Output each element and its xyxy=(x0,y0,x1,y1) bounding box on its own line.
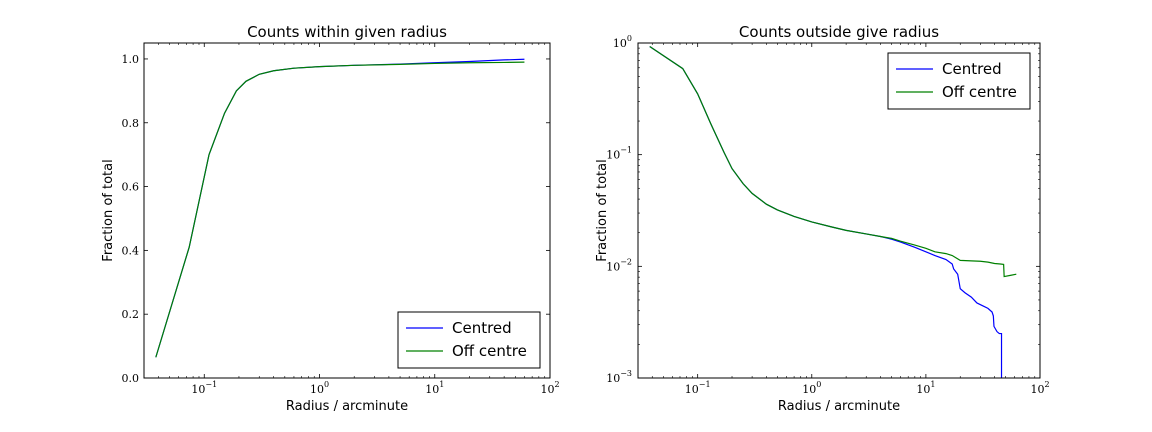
y-tick-label-exponent: 0 xyxy=(627,34,632,43)
x-tick-label: 102 xyxy=(540,380,559,396)
left-chart: Counts within given radius Radius / arcmi… xyxy=(101,23,560,414)
y-tick-label: 10−2 xyxy=(606,257,632,273)
y-tick-label: 0.4 xyxy=(122,244,140,257)
legend-box xyxy=(397,311,541,369)
x-axis-label: Radius / arcminute xyxy=(778,399,900,414)
x-tick-label: 101 xyxy=(425,380,444,396)
x-axis-label: Radius / arcminute xyxy=(286,399,408,414)
y-tick-label: 1.0 xyxy=(122,53,140,66)
y-tick-label-base: 10 xyxy=(606,149,620,162)
x-tick-label-exponent: 2 xyxy=(554,380,559,389)
x-tick-label: 100 xyxy=(310,380,329,396)
y-tick-label: 100 xyxy=(613,34,632,50)
y-tick-label: 0.8 xyxy=(122,117,140,130)
chart-title: Counts outside give radius xyxy=(739,23,939,41)
legend-box xyxy=(887,52,1031,110)
series-line-off-centre xyxy=(155,61,525,358)
x-tick-label-exponent: 2 xyxy=(1044,380,1049,389)
y-tick-label-exponent: −3 xyxy=(620,369,632,378)
legend-label: Off centre xyxy=(452,342,527,360)
y-tick-label-base: 10 xyxy=(606,260,620,273)
x-tick-label-base: 10 xyxy=(1030,383,1044,396)
y-axis-label: Fraction of total xyxy=(595,159,610,261)
x-tick-label: 100 xyxy=(802,380,821,396)
y-axis-label: Fraction of total xyxy=(101,159,116,261)
x-tick-label-base: 10 xyxy=(916,383,930,396)
plot-frame xyxy=(637,42,1041,379)
x-tick-label: 101 xyxy=(916,380,935,396)
legend-label: Centred xyxy=(942,60,1002,78)
legend: Centred Off centre xyxy=(397,311,541,369)
x-tick-label-base: 10 xyxy=(425,383,439,396)
legend: Centred Off centre xyxy=(887,52,1031,110)
y-tick-label: 10−3 xyxy=(606,369,632,385)
legend-label: Off centre xyxy=(942,83,1017,101)
y-tick-label-exponent: −2 xyxy=(620,257,632,266)
x-tick-label: 10−1 xyxy=(191,380,217,396)
y-tick-label: 0.6 xyxy=(122,181,140,194)
chart-title: Counts within given radius xyxy=(247,23,447,41)
x-tick-label-exponent: 1 xyxy=(930,380,935,389)
x-tick-label-exponent: −1 xyxy=(699,380,711,389)
x-tick-label-exponent: −1 xyxy=(205,380,217,389)
y-tick-label: 10−1 xyxy=(606,146,632,162)
x-tick-label-base: 10 xyxy=(540,383,554,396)
right-chart: Counts outside give radius Radius / arcmi… xyxy=(595,23,1050,414)
y-tick-label-base: 10 xyxy=(613,37,627,50)
y-tick-label-base: 10 xyxy=(606,372,620,385)
x-tick-label-base: 10 xyxy=(802,383,816,396)
series-line-off-centre xyxy=(649,46,1017,278)
plot-frame xyxy=(143,42,551,379)
x-tick-label-exponent: 1 xyxy=(439,380,444,389)
legend-label: Centred xyxy=(452,319,512,337)
x-tick-label-base: 10 xyxy=(191,383,205,396)
x-tick-label-exponent: 0 xyxy=(324,380,329,389)
x-tick-label-exponent: 0 xyxy=(816,380,821,389)
x-tick-label-base: 10 xyxy=(685,383,699,396)
y-tick-label: 0.0 xyxy=(122,372,140,385)
x-tick-label: 102 xyxy=(1030,380,1049,396)
x-tick-label-base: 10 xyxy=(310,383,324,396)
x-tick-label: 10−1 xyxy=(685,380,711,396)
y-tick-label: 0.2 xyxy=(122,308,140,321)
y-tick-label-exponent: −1 xyxy=(620,146,632,155)
